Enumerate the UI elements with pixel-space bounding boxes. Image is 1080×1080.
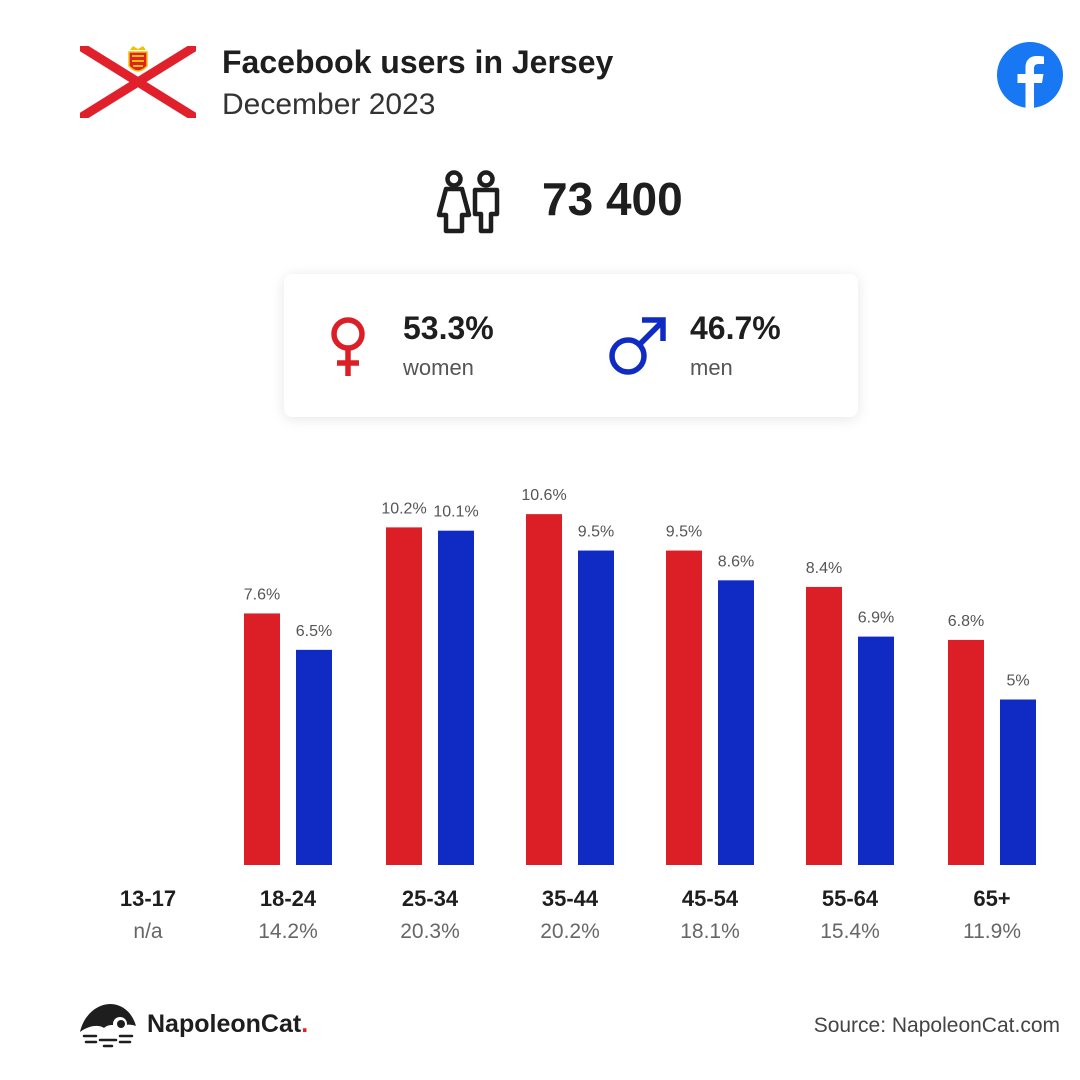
users-icon (436, 170, 500, 234)
data-label-men-45-54: 8.6% (718, 553, 754, 570)
age-gender-bar-chart: 13-17 n/a 7.6% 6.5% 18-24 14.2% 10.2% 10.1% 25-3… (120, 487, 1036, 943)
data-label-men-35-44: 9.5% (578, 524, 614, 541)
data-label-women-55-64: 8.4% (806, 560, 842, 577)
bar-women-25-34 (386, 527, 422, 865)
category-total-35-44: 20.2% (540, 920, 600, 943)
jersey-flag-icon (80, 46, 196, 118)
women-label: women (403, 355, 474, 380)
data-label-women-45-54: 9.5% (666, 524, 702, 541)
category-total-45-54: 18.1% (680, 920, 740, 943)
source-text: Source: NapoleonCat.com (813, 1014, 1060, 1037)
bar-women-35-44 (526, 514, 562, 865)
bar-men-65+ (1000, 699, 1036, 865)
brand-name: NapoleonCat. (147, 1010, 308, 1039)
total-users-value: 73 400 (542, 173, 683, 225)
bar-women-65+ (948, 639, 984, 865)
category-total-25-34: 20.3% (400, 920, 460, 943)
chart-subtitle: December 2023 (222, 88, 436, 121)
category-label-65+: 65+ (973, 886, 1010, 911)
bar-men-45-54 (718, 580, 754, 865)
men-label: men (690, 355, 733, 380)
data-label-women-35-44: 10.6% (521, 487, 566, 504)
category-label-45-54: 45-54 (682, 886, 739, 911)
bar-men-55-64 (858, 636, 894, 865)
data-label-women-18-24: 7.6% (244, 586, 280, 603)
bar-women-18-24 (244, 613, 280, 865)
chart-title: Facebook users in Jersey (222, 44, 614, 80)
category-label-25-34: 25-34 (402, 886, 459, 911)
bar-men-35-44 (578, 550, 614, 865)
facebook-icon (997, 42, 1063, 108)
category-total-18-24: 14.2% (258, 920, 318, 943)
category-label-13-17: 13-17 (120, 886, 176, 911)
napoleoncat-logo-icon (80, 1004, 136, 1048)
data-label-men-65+: 5% (1006, 673, 1029, 690)
men-percentage: 46.7% (690, 310, 781, 346)
gender-split-card: 53.3% women 46.7% men (284, 274, 858, 417)
male-symbol-icon (609, 317, 666, 375)
data-label-men-25-34: 10.1% (433, 504, 478, 521)
category-total-55-64: 15.4% (820, 920, 880, 943)
female-symbol-icon (331, 317, 365, 376)
data-label-women-25-34: 10.2% (381, 500, 426, 517)
data-label-men-55-64: 6.9% (858, 610, 894, 627)
category-label-18-24: 18-24 (260, 886, 317, 911)
bar-men-18-24 (296, 649, 332, 865)
brand-text: NapoleonCat (147, 1010, 302, 1038)
category-total-13-17: n/a (133, 920, 163, 943)
category-label-55-64: 55-64 (822, 886, 879, 911)
bar-men-25-34 (438, 530, 474, 865)
data-label-women-65+: 6.8% (948, 613, 984, 630)
category-label-35-44: 35-44 (542, 886, 599, 911)
brand-dot: . (301, 1010, 309, 1038)
bar-women-55-64 (806, 586, 842, 865)
women-percentage: 53.3% (403, 310, 494, 346)
bar-women-45-54 (666, 550, 702, 865)
category-total-65+: 11.9% (963, 920, 1021, 943)
data-label-men-18-24: 6.5% (296, 623, 332, 640)
